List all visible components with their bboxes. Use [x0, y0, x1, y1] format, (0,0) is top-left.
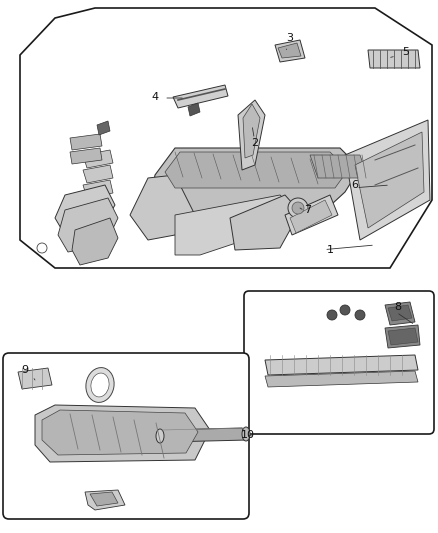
FancyBboxPatch shape: [244, 291, 434, 434]
Polygon shape: [72, 218, 118, 265]
Circle shape: [340, 305, 350, 315]
Polygon shape: [130, 175, 195, 240]
Polygon shape: [20, 8, 432, 268]
Polygon shape: [275, 40, 305, 62]
Polygon shape: [290, 200, 332, 233]
Text: 4: 4: [152, 92, 159, 102]
Polygon shape: [85, 490, 125, 510]
Polygon shape: [83, 150, 113, 168]
Polygon shape: [248, 295, 430, 430]
Polygon shape: [388, 305, 412, 321]
Polygon shape: [160, 428, 248, 442]
Polygon shape: [90, 492, 118, 506]
Polygon shape: [83, 180, 113, 198]
Ellipse shape: [242, 427, 250, 441]
Circle shape: [327, 310, 337, 320]
Circle shape: [316, 209, 324, 217]
Polygon shape: [355, 132, 424, 228]
Polygon shape: [278, 43, 301, 58]
Polygon shape: [243, 104, 260, 158]
Polygon shape: [55, 185, 115, 235]
Polygon shape: [388, 328, 418, 345]
Ellipse shape: [156, 429, 164, 443]
Polygon shape: [345, 120, 430, 240]
Polygon shape: [165, 152, 348, 188]
Text: 6: 6: [352, 180, 358, 190]
Polygon shape: [175, 195, 305, 255]
Circle shape: [292, 202, 304, 214]
Polygon shape: [97, 121, 110, 135]
Polygon shape: [58, 198, 118, 252]
Text: 8: 8: [395, 302, 402, 312]
Polygon shape: [265, 355, 418, 375]
Polygon shape: [173, 85, 228, 108]
Polygon shape: [18, 368, 52, 389]
Text: 10: 10: [241, 430, 255, 440]
Circle shape: [37, 243, 47, 253]
Text: 3: 3: [286, 33, 293, 43]
Polygon shape: [385, 302, 415, 325]
Polygon shape: [230, 195, 300, 250]
Text: 7: 7: [304, 205, 311, 215]
Polygon shape: [70, 148, 102, 164]
Polygon shape: [265, 371, 418, 387]
Polygon shape: [238, 100, 265, 170]
Polygon shape: [150, 148, 360, 215]
Polygon shape: [8, 358, 245, 515]
Circle shape: [355, 310, 365, 320]
Polygon shape: [368, 50, 420, 68]
Polygon shape: [42, 410, 198, 455]
Text: 9: 9: [21, 365, 28, 375]
Ellipse shape: [86, 368, 114, 402]
Polygon shape: [310, 155, 368, 178]
Polygon shape: [285, 195, 338, 235]
Polygon shape: [385, 325, 420, 348]
Polygon shape: [70, 134, 102, 150]
Text: 2: 2: [251, 138, 258, 148]
Polygon shape: [83, 165, 113, 183]
FancyBboxPatch shape: [3, 353, 249, 519]
Text: 1: 1: [326, 245, 333, 255]
Polygon shape: [188, 103, 200, 116]
Circle shape: [288, 198, 308, 218]
Ellipse shape: [91, 373, 109, 397]
Text: 5: 5: [403, 47, 410, 57]
Polygon shape: [35, 405, 210, 462]
